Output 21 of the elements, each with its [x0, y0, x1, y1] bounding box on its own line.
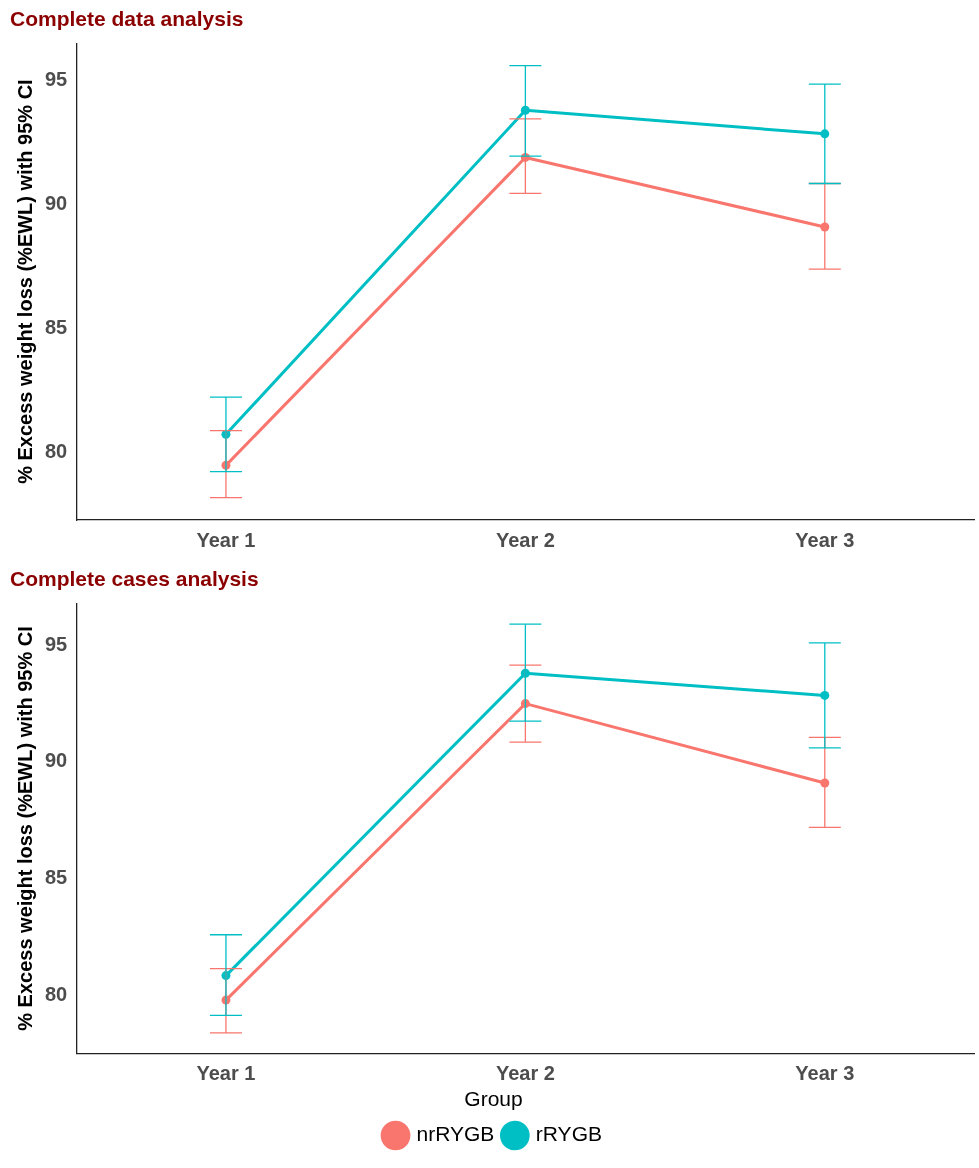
y-tick-label: 90: [45, 749, 68, 772]
y-tick-label: 85: [45, 316, 68, 339]
x-tick-label: Year 1: [196, 1062, 256, 1085]
legend-label: nrRYGB: [416, 1122, 495, 1146]
y-axis-title: % Excess weight loss (%EWL) with 95% CI: [13, 626, 36, 1031]
y-tick-label: 80: [45, 440, 68, 463]
x-tick-label: Year 3: [795, 1062, 855, 1085]
y-tick-label: 85: [45, 866, 68, 889]
y-tick-label: 95: [45, 632, 68, 655]
x-tick-label: Year 1: [196, 528, 256, 551]
chart-title: Complete cases analysis: [10, 567, 259, 591]
chart-title: Complete data analysis: [10, 7, 244, 31]
x-tick-label: Year 2: [495, 528, 555, 551]
legend-title: Group: [464, 1087, 523, 1111]
y-axis-title: % Excess weight loss (%EWL) with 95% CI: [13, 79, 36, 484]
y-tick-label: 90: [45, 192, 68, 215]
y-tick-label: 95: [45, 67, 68, 90]
x-tick-label: Year 3: [795, 528, 855, 551]
y-tick-label: 80: [45, 982, 68, 1005]
legend-label: rRYGB: [535, 1122, 602, 1146]
x-tick-label: Year 2: [495, 1062, 555, 1085]
